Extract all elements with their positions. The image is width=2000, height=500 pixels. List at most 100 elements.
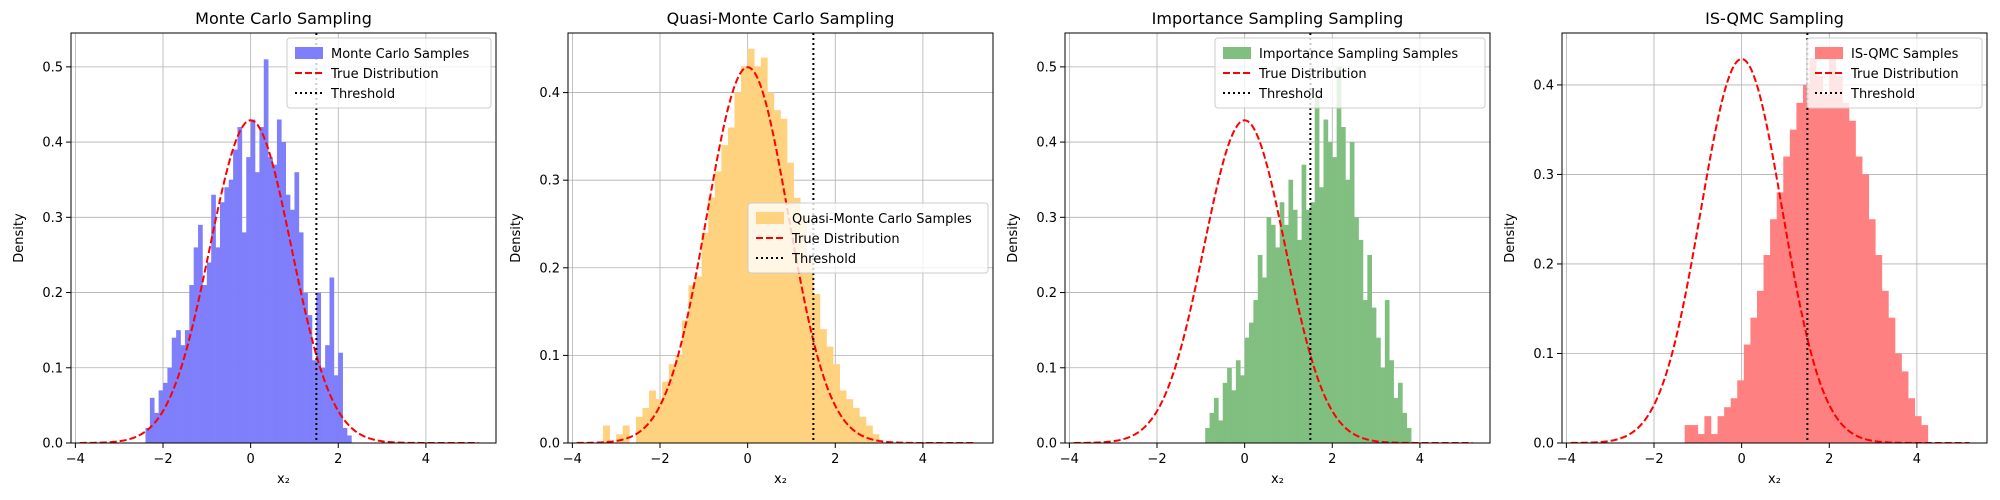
histogram-bar <box>303 292 308 443</box>
histogram-bar <box>325 345 330 443</box>
histogram-bar <box>1756 290 1764 443</box>
histogram-bar <box>787 162 794 443</box>
histogram-bar <box>1244 337 1250 443</box>
histogram-bar <box>290 209 295 443</box>
x-tick-label: 2 <box>334 452 342 467</box>
histogram-bar <box>1835 75 1843 443</box>
y-axis-label: Density <box>1503 213 1518 263</box>
histogram-bar <box>329 277 335 443</box>
histogram-bar <box>819 329 827 443</box>
legend: IS-QMC Samples True Distribution Threshold <box>1806 37 1983 109</box>
histogram-bar <box>1730 398 1738 443</box>
histogram-bar <box>158 390 164 443</box>
histogram-bar <box>1389 360 1394 443</box>
histogram-bar <box>193 247 199 443</box>
histogram-bar <box>316 292 322 443</box>
y-tick-label: 0.4 <box>1533 78 1554 93</box>
x-axis-label: x₂ <box>277 472 290 487</box>
histogram-bar <box>1397 382 1403 443</box>
x-tick-label: 4 <box>1913 452 1921 467</box>
x-tick-label: −2 <box>153 452 172 467</box>
legend-label: True Distribution <box>330 67 439 82</box>
histogram-bar <box>1875 255 1883 443</box>
subplot-4: −4 −2 0 2 4 0.0 0.1 0.2 0.3 0.4 IS-QMC Sampling x₂ D… <box>1503 9 1988 487</box>
histogram-bar <box>688 285 696 443</box>
histogram-bar <box>1809 58 1817 443</box>
histogram-bar <box>184 330 190 443</box>
histogram-bar <box>800 215 808 443</box>
histogram-bar <box>1345 179 1351 443</box>
histogram-bar <box>701 232 709 443</box>
y-tick-label: 0.0 <box>539 437 560 452</box>
histogram-bar <box>1894 353 1902 443</box>
histogram-bar <box>1796 102 1804 443</box>
legend-label: True Distribution <box>1850 67 1959 82</box>
histogram-bar <box>1354 217 1359 443</box>
histogram-bar <box>1914 416 1922 443</box>
histogram-bar <box>1770 219 1777 443</box>
histogram-bar <box>721 145 729 443</box>
histogram-bar <box>189 285 194 443</box>
subplot-3: −4 −2 0 2 4 0.0 0.1 0.2 0.3 0.4 0.5 Importance Samp… <box>1006 9 1491 487</box>
histogram-bar <box>1209 412 1215 443</box>
histogram-bar <box>1842 102 1850 443</box>
histogram-bar <box>272 164 278 443</box>
histogram-bar <box>342 427 348 443</box>
histogram-bar <box>1406 427 1412 443</box>
x-tick-label: −2 <box>1147 452 1166 467</box>
histogram-bar <box>206 262 212 443</box>
histogram-bar <box>311 360 317 443</box>
plot-frame <box>1561 32 1988 444</box>
histogram-bar <box>852 407 860 443</box>
legend-swatch-samples <box>756 212 784 224</box>
histogram-bar <box>668 364 676 443</box>
y-tick-label: 0.5 <box>1036 60 1057 75</box>
histogram-bar <box>727 127 735 443</box>
histogram-bar <box>1750 317 1758 443</box>
legend: Importance Sampling Samples True Distribu… <box>1214 37 1486 109</box>
y-tick-label: 0.4 <box>1036 136 1057 151</box>
histogram-bar <box>1305 209 1311 443</box>
histogram-bar <box>675 355 683 443</box>
histogram-bar <box>833 364 840 443</box>
histogram-bar <box>215 247 221 443</box>
histogram-bar <box>1783 156 1791 443</box>
histogram-bar <box>298 232 304 443</box>
histogram-bar <box>250 119 256 443</box>
histogram-bars <box>1684 58 1929 443</box>
histogram-bar <box>307 315 313 443</box>
histogram-bar <box>154 412 159 443</box>
x-axis-label: x₂ <box>1271 472 1284 487</box>
legend: Quasi-Monte Carlo Samples True Distributi… <box>747 202 989 274</box>
x-tick-label: 0 <box>246 452 254 467</box>
histogram-bar <box>1393 397 1399 443</box>
histogram-bar <box>1855 156 1863 443</box>
histogram-bar <box>1297 239 1302 443</box>
histogram-bar <box>1288 179 1294 443</box>
histogram-bar <box>1262 277 1267 443</box>
plot-frame <box>567 32 994 444</box>
histogram-bar <box>839 390 847 443</box>
x-tick-label: 0 <box>1240 452 1248 467</box>
histogram-bar <box>773 110 781 443</box>
y-tick-label: 0.1 <box>539 349 560 364</box>
histogram-bar <box>1822 93 1830 443</box>
chart-title: Monte Carlo Sampling <box>195 9 372 28</box>
histogram-bar <box>202 285 208 443</box>
legend-label: Threshold <box>1850 87 1915 102</box>
histogram-bar <box>1336 66 1342 443</box>
legend-label: Threshold <box>791 252 856 267</box>
histogram-bar <box>616 434 624 443</box>
histogram-bar <box>1231 390 1237 443</box>
histogram-bar <box>276 119 282 443</box>
y-tick-label: 0.4 <box>539 86 560 101</box>
histogram-bar <box>1249 322 1254 443</box>
histogram-bar <box>1371 307 1377 443</box>
y-tick-label: 0.0 <box>1036 437 1057 452</box>
histogram-bar <box>1327 142 1333 443</box>
histogram-bar <box>1253 300 1259 443</box>
x-tick-label: −4 <box>1060 452 1079 467</box>
x-tick-label: 4 <box>1416 452 1424 467</box>
legend-label: Importance Sampling Samples <box>1259 47 1458 62</box>
histogram-bar <box>1270 224 1276 443</box>
